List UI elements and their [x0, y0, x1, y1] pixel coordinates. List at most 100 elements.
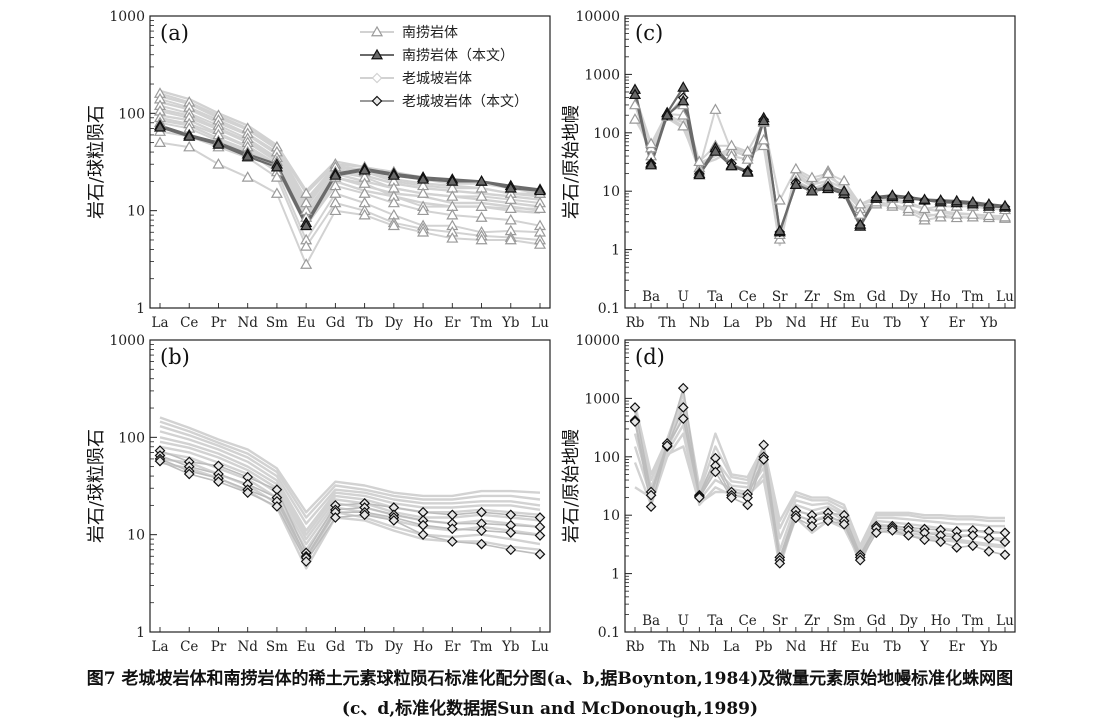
data-point-nanlao_ref [918, 202, 931, 214]
data-point-nanlao_this [966, 195, 979, 207]
x-tick-label: Er [949, 639, 966, 655]
y-tick-label: 1 [611, 567, 620, 583]
data-point-nanlao_ref [533, 202, 547, 213]
data-point-nanlao_ref [329, 204, 342, 216]
data-point-nanlao_this [241, 150, 254, 161]
x-tick-label: Eu [851, 639, 870, 655]
y-tick-label: 100 [593, 450, 620, 466]
x-tick-label-top: Gd [867, 289, 887, 305]
x-tick-label: Nd [786, 315, 807, 331]
data-point-nanlao_this [677, 94, 690, 106]
x-tick-label: Pr [211, 315, 227, 331]
series-line-nanlao_ref [159, 104, 541, 212]
data-point-laocheng_this [629, 416, 641, 427]
caption-line-2: (c、d,标准化数据据Sun and McDonough,1989) [341, 699, 759, 719]
x-tick-label: La [723, 639, 740, 655]
x-tick-label: Nb [689, 639, 709, 655]
data-point-nanlao_ref [677, 109, 690, 120]
data-point-laocheng_this [822, 515, 834, 527]
x-tick-label: La [151, 639, 168, 655]
data-point-nanlao_ref [773, 194, 786, 205]
x-tick-label: Ho [413, 315, 433, 331]
data-point-nanlao_ref [645, 137, 658, 149]
data-point-nanlao_ref [387, 196, 400, 208]
series-line-nanlao_ref [159, 110, 540, 219]
data-point-nanlao_this [789, 178, 802, 189]
y-tick-label: 10000 [575, 9, 620, 25]
x-tick-label: Th [658, 315, 676, 331]
legend-label: 南捞岩体（本文） [402, 48, 514, 64]
data-point-nanlao_ref [153, 136, 167, 147]
x-tick-label-top: Ta [707, 289, 723, 305]
series-line-nanlao_ref [159, 98, 540, 204]
x-tick-label-top: Sr [772, 289, 788, 305]
data-point-nanlao_this [822, 180, 835, 191]
data-point-laocheng_this [629, 402, 641, 413]
y-tick-label: 0.1 [598, 625, 620, 641]
data-point-nanlao_this [153, 121, 167, 132]
x-tick-label: Th [658, 639, 676, 655]
y-tick-label: 10 [127, 204, 145, 220]
x-tick-label: Ce [180, 639, 198, 655]
series-line-laocheng_ref [159, 451, 541, 551]
data-point-nanlao_this [183, 130, 196, 141]
x-tick-label-top: Ta [707, 613, 723, 629]
data-point-laocheng_this [330, 512, 341, 523]
y-tick-label: 1000 [584, 67, 620, 83]
data-point-nanlao_this [645, 158, 658, 170]
x-tick-label-top: Ba [642, 613, 660, 629]
data-point-laocheng_this [870, 527, 882, 539]
legend-marker [371, 95, 383, 107]
y-tick-label: 1 [611, 243, 620, 259]
x-tick-label: Dy [385, 315, 404, 331]
data-point-nanlao_ref [966, 208, 979, 219]
data-point-nanlao_ref [998, 210, 1012, 222]
data-point-nanlao_this [934, 194, 947, 205]
data-point-nanlao_ref [417, 204, 430, 216]
x-tick-label: Lu [531, 639, 549, 655]
data-point-nanlao_this [270, 160, 283, 172]
data-point-laocheng_this [154, 455, 166, 467]
data-point-nanlao_ref [741, 153, 754, 164]
data-point-laocheng_this [417, 529, 429, 541]
data-point-laocheng_this [505, 544, 517, 556]
data-point-nanlao_ref [902, 202, 915, 214]
data-point-nanlao_ref [628, 113, 642, 124]
data-point-nanlao_this [661, 109, 674, 120]
data-point-laocheng_this [999, 527, 1011, 539]
data-point-laocheng_this [774, 557, 786, 569]
legend-marker [371, 72, 383, 84]
data-point-nanlao_this [950, 194, 963, 206]
data-point-nanlao_ref [358, 208, 371, 220]
x-tick-label: Tb [884, 315, 902, 331]
data-point-nanlao_this [998, 199, 1012, 211]
data-point-laocheng_this [388, 515, 400, 526]
data-point-nanlao_this [417, 173, 430, 184]
x-tick-label: Tb [884, 639, 902, 655]
data-point-laocheng_this [758, 454, 770, 465]
figure: 1 10 100 1000 La Ce Pr Nd Sm Eu Gd Tb Dy Ho Er Tm Yb Lu 岩石… [86, 9, 1016, 655]
x-tick-label: Nb [689, 315, 709, 331]
x-tick-label-top: Ba [642, 289, 660, 305]
series-line-nanlao_ref [634, 94, 1006, 211]
series-line-laocheng_ref [633, 97, 1006, 243]
x-tick-label: Gd [326, 315, 346, 331]
data-point-laocheng_this [183, 468, 195, 480]
data-point-nanlao_ref [789, 162, 802, 174]
data-point-nanlao_this [677, 81, 690, 92]
series-line-nanlao_this [633, 86, 1006, 234]
data-point-laocheng_this [505, 509, 517, 521]
data-point-nanlao_this [329, 169, 342, 180]
data-point-nanlao_ref [982, 209, 995, 221]
legend-label: 老城坡岩体 [402, 71, 472, 87]
data-point-laocheng_this [903, 530, 914, 541]
data-point-nanlao_this [902, 190, 915, 202]
x-tick-label-top: Dy [899, 613, 918, 629]
data-point-nanlao_this [300, 219, 313, 231]
data-point-laocheng_this [534, 548, 546, 560]
x-tick-label-top: Ce [738, 289, 756, 305]
data-point-laocheng_this [935, 536, 947, 548]
data-point-nanlao_ref [504, 202, 517, 213]
data-point-laocheng_this [838, 518, 850, 530]
data-point-laocheng_this [242, 487, 254, 499]
